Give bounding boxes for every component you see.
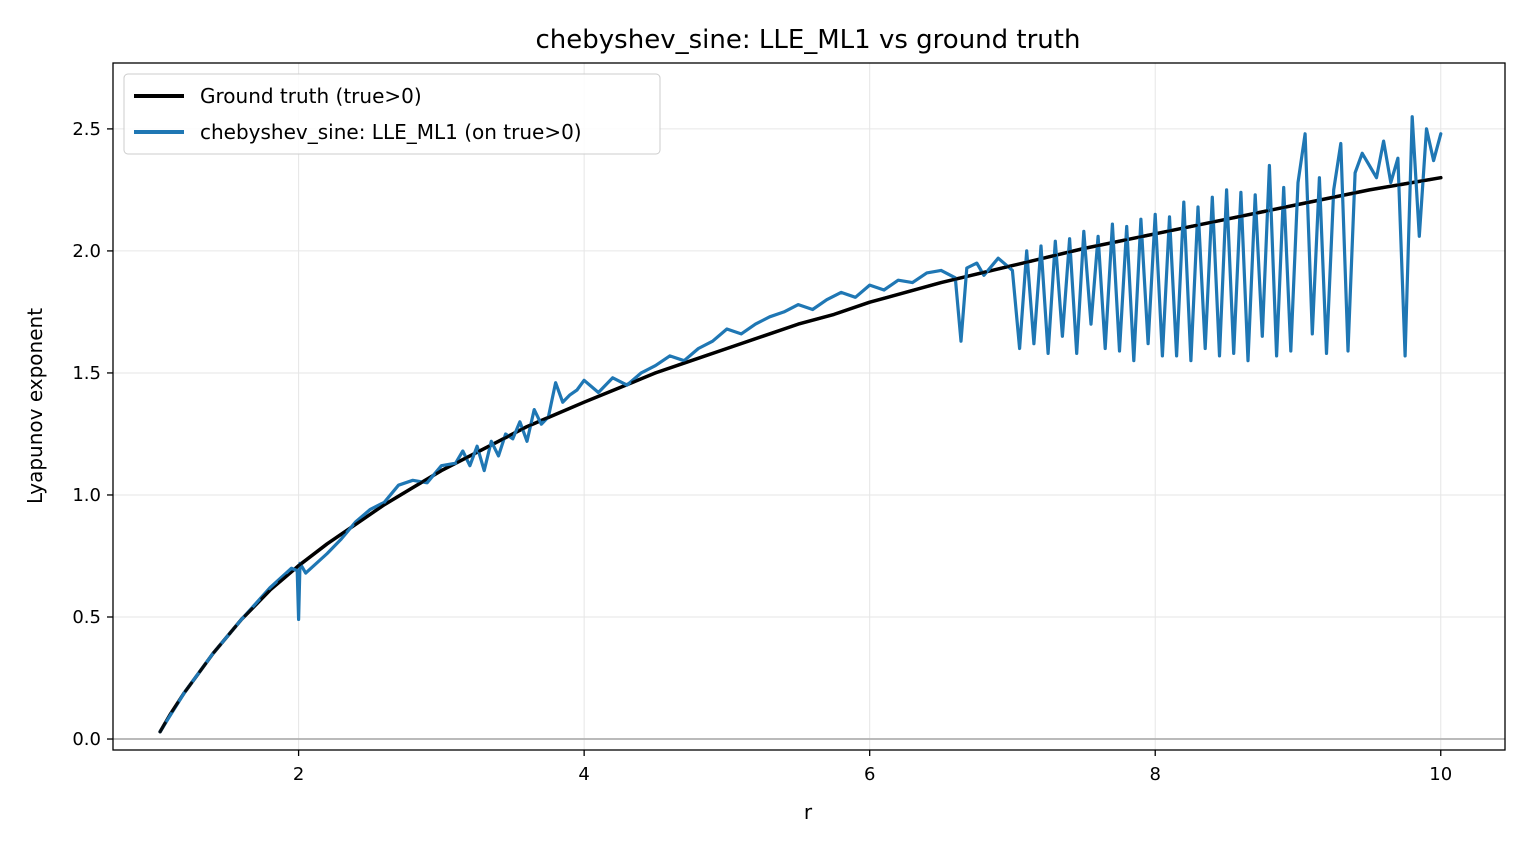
y-axis-ticks: 0.0 0.5 1.0 1.5 2.0 2.5 bbox=[72, 119, 113, 750]
y-tick-label: 1.5 bbox=[72, 363, 101, 384]
x-tick-label: 10 bbox=[1429, 764, 1452, 785]
y-tick-label: 0.5 bbox=[72, 607, 101, 628]
series-line-lle-ml1 bbox=[158, 115, 1443, 734]
series-layer bbox=[158, 115, 1443, 734]
y-tick-label: 2.5 bbox=[72, 119, 101, 140]
y-axis-label: Lyapunov exponent bbox=[23, 308, 47, 504]
y-tick-label: 2.0 bbox=[72, 241, 101, 262]
x-tick-label: 4 bbox=[578, 764, 589, 785]
plot-frame bbox=[112, 62, 1506, 751]
legend: Ground truth (true>0) chebyshev_sine: LL… bbox=[123, 73, 661, 155]
x-axis-label: r bbox=[804, 800, 813, 824]
legend-box bbox=[123, 73, 661, 155]
series-line-ground-truth-overlay bbox=[158, 176, 1443, 734]
x-axis-ticks: 2 4 6 8 10 bbox=[293, 750, 1452, 785]
x-tick-label: 6 bbox=[864, 764, 875, 785]
chart-title: chebyshev_sine: LLE_ML1 vs ground truth bbox=[536, 25, 1081, 55]
legend-label-lle-ml1: chebyshev_sine: LLE_ML1 (on true>0) bbox=[200, 120, 582, 144]
legend-label-ground-truth: Ground truth (true>0) bbox=[200, 84, 422, 108]
y-tick-label: 1.0 bbox=[72, 485, 101, 506]
y-tick-label: 0.0 bbox=[72, 729, 101, 750]
x-tick-label: 2 bbox=[293, 764, 304, 785]
x-tick-label: 8 bbox=[1149, 764, 1160, 785]
